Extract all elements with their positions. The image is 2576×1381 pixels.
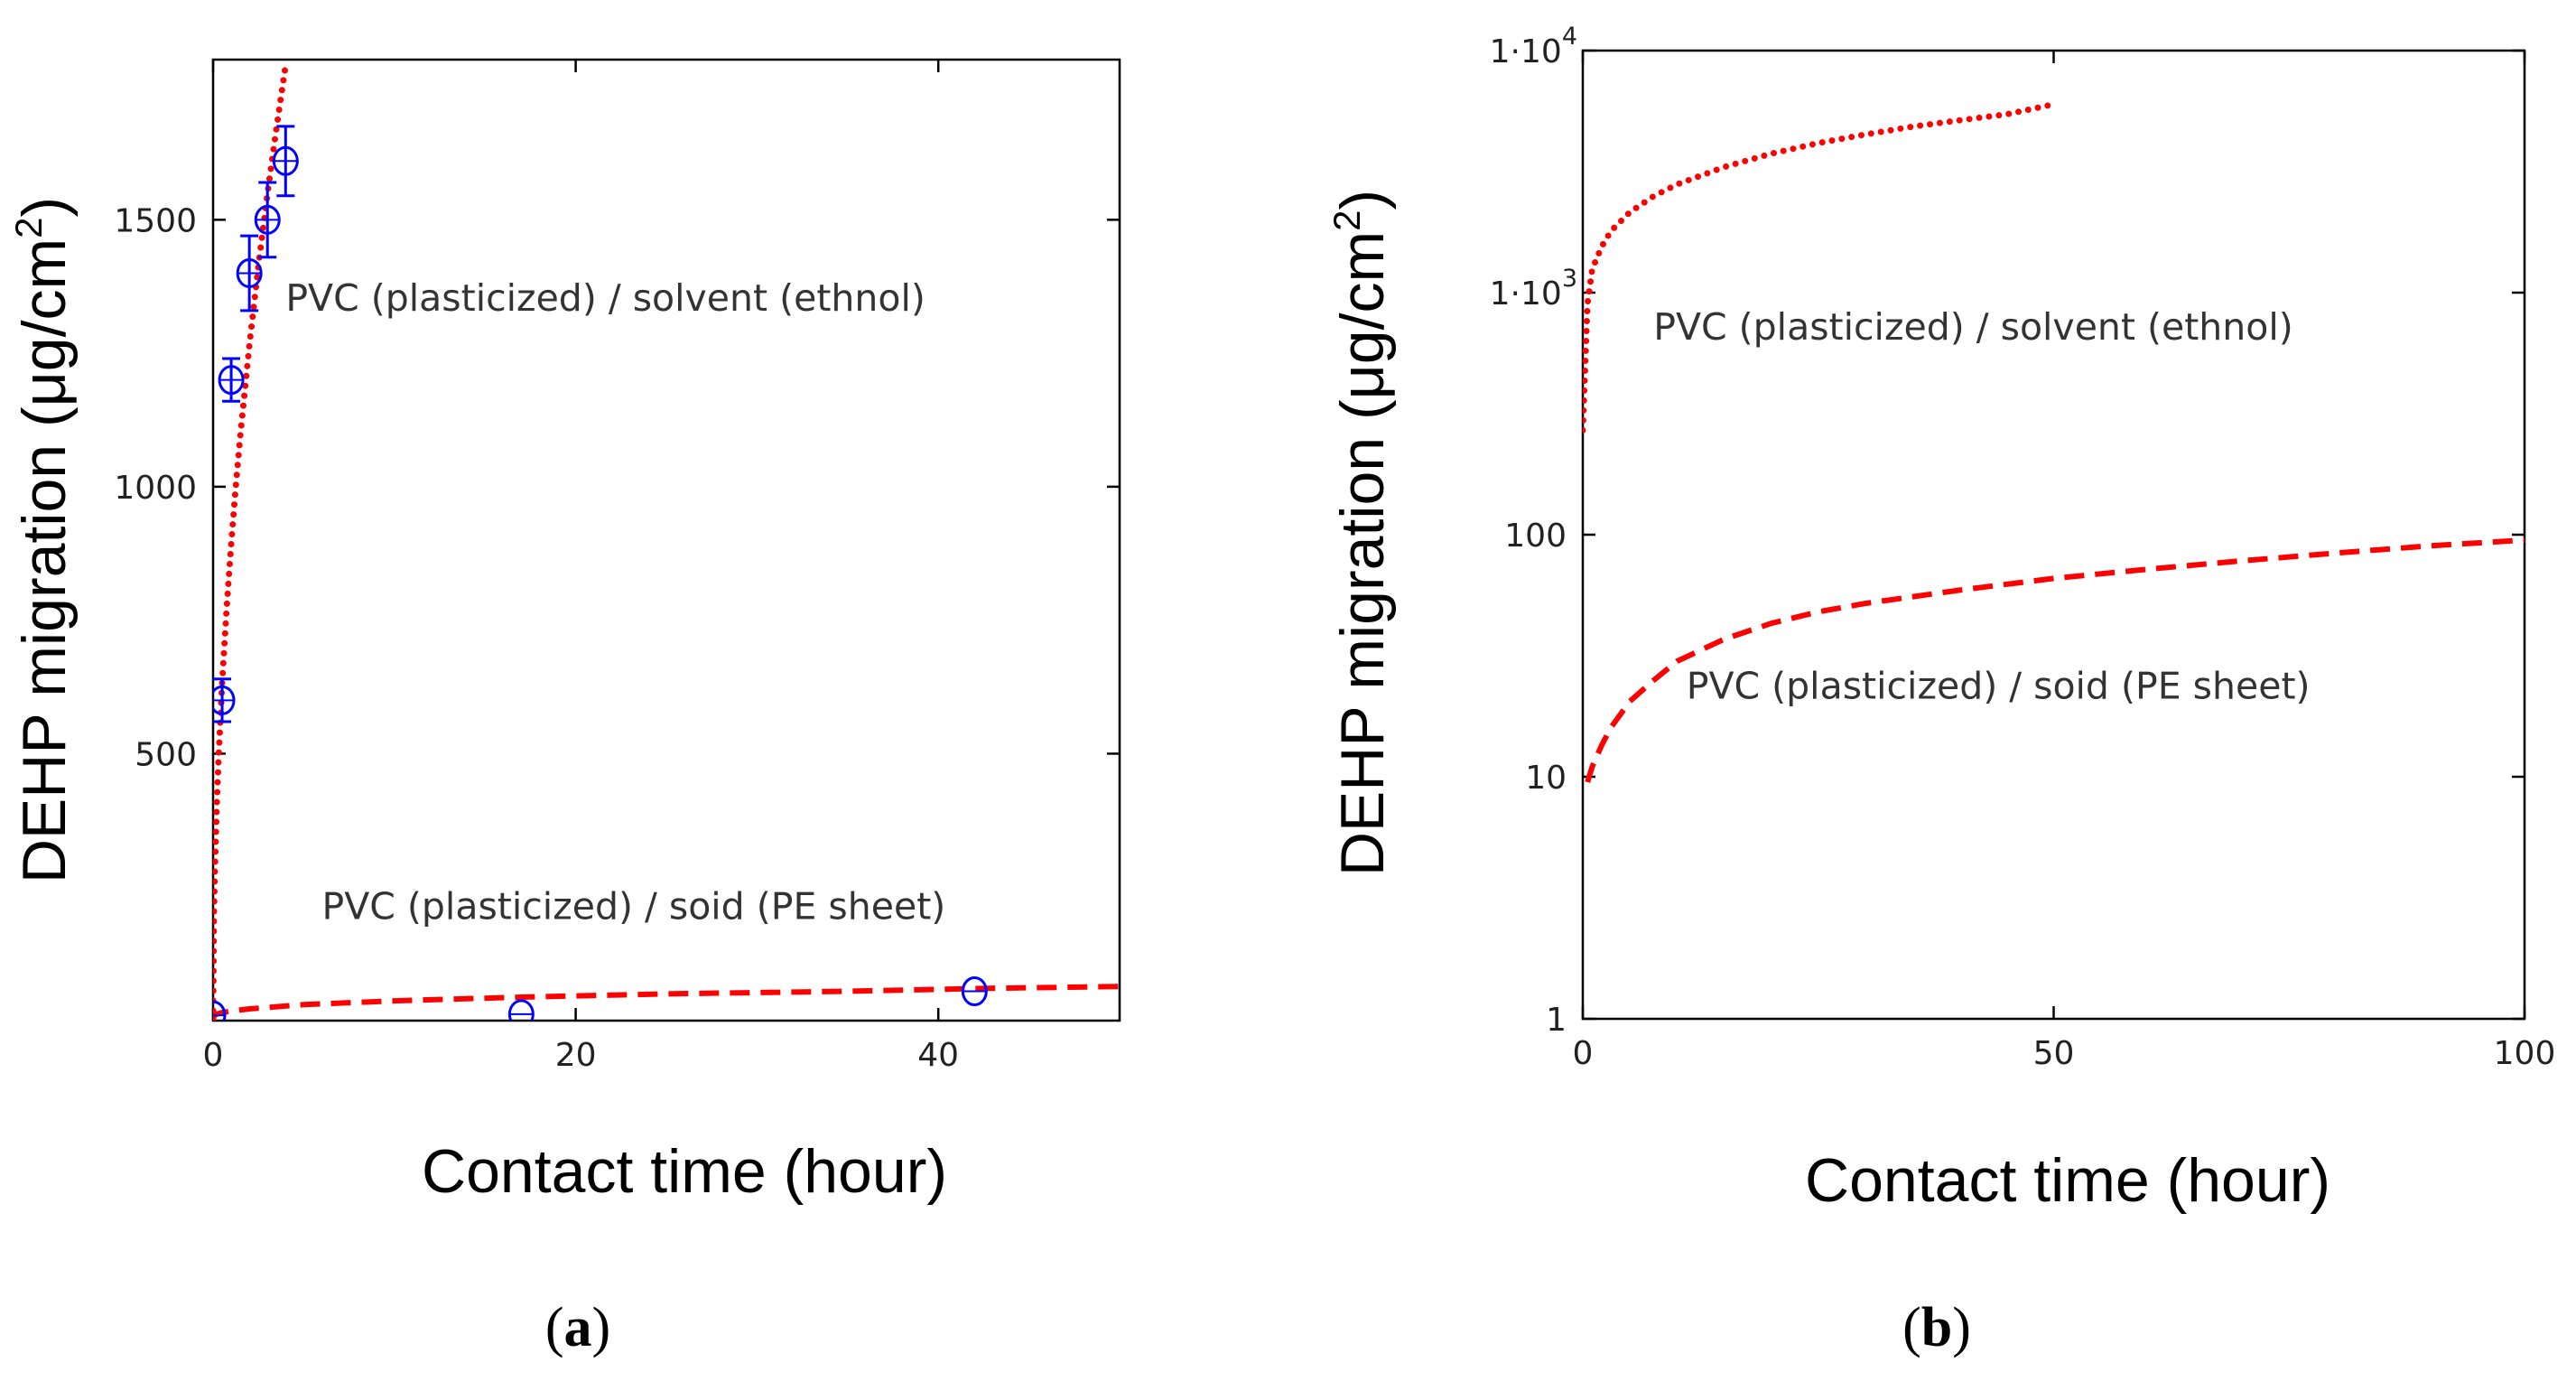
- annotation-label: PVC (plasticized) / soid (PE sheet): [321, 885, 945, 928]
- annotation-label: PVC (plasticized) / soid (PE sheet): [1687, 665, 2311, 708]
- panel-label-open: (: [545, 1297, 564, 1358]
- tick-marks: [211, 60, 1120, 1021]
- dashed-model-line: [1585, 537, 2525, 783]
- y-axis-title-text: DEHP migration (μg/cm: [10, 238, 79, 883]
- panel-a: 0 20 40 500 1000 1500 PVC (plasticized) / sol…: [7, 58, 1121, 1358]
- y-tick-label-exp: 3: [1562, 265, 1577, 293]
- panel-label-b: (b): [1902, 1297, 1971, 1358]
- plot-area-frame: [211, 58, 1121, 1022]
- y-tick-label-base: 1·10: [1490, 275, 1562, 313]
- x-tick-label: 50: [2033, 1035, 2075, 1072]
- panel-label-open: (: [1902, 1297, 1921, 1358]
- marker-series: [213, 125, 299, 723]
- y-tick-label-base: 1·10: [1490, 33, 1562, 70]
- y-axis-title-suffix: ): [1328, 190, 1397, 210]
- marker-series: [213, 975, 988, 1021]
- y-axis-title-sup: 2: [1325, 210, 1368, 230]
- y-axis-title-suffix: ): [10, 197, 79, 218]
- y-tick-label: 1·103: [1490, 265, 1577, 313]
- y-tick-label: 1000: [114, 470, 197, 507]
- x-axis-title: Contact time (hour): [422, 1137, 947, 1206]
- annotation-label: PVC (plasticized) / solvent (ethnol): [285, 276, 925, 320]
- series-group: [1583, 101, 2525, 783]
- plot-area-frame: [1581, 49, 2526, 1021]
- y-tick-label-base: 100: [1504, 518, 1567, 555]
- y-tick-label: 500: [135, 736, 197, 773]
- x-tick-label: 20: [555, 1037, 597, 1074]
- panel-label-close: ): [592, 1297, 611, 1358]
- y-tick-label: 100: [1504, 518, 1567, 555]
- x-tick-label: 40: [917, 1037, 959, 1074]
- y-tick-label: 1: [1546, 1002, 1567, 1039]
- y-tick-label-base: 1: [1546, 1002, 1567, 1039]
- panel-label-letter: a: [564, 1297, 592, 1358]
- panel-label-a: (a): [545, 1297, 610, 1358]
- y-tick-label: 1500: [114, 202, 197, 239]
- annotation-label: PVC (plasticized) / solvent (ethnol): [1653, 305, 2293, 349]
- x-axis-title: Contact time (hour): [1805, 1146, 2330, 1215]
- y-axis-title-text: DEHP migration (μg/cm: [1328, 231, 1397, 876]
- y-tick-label: 10: [1525, 760, 1567, 797]
- dotted-model-line: [1583, 101, 2057, 434]
- x-tick-label: 0: [1573, 1035, 1594, 1072]
- tick-marks: [1581, 49, 2526, 1021]
- y-axis-title-sup: 2: [7, 217, 50, 238]
- annotations: PVC (plasticized) / solvent (ethnol) PVC …: [1653, 305, 2310, 708]
- y-axis-title: DEHP migration (μg/cm2): [7, 197, 79, 883]
- annotations: PVC (plasticized) / solvent (ethnol) PVC …: [285, 276, 945, 928]
- x-tick-label: 100: [2494, 1035, 2556, 1072]
- y-tick-label-exp: 4: [1562, 23, 1577, 51]
- y-tick-label-base: 10: [1525, 760, 1567, 797]
- panel-label-close: ): [1952, 1297, 1971, 1358]
- y-axis-title: DEHP migration (μg/cm2): [1325, 190, 1397, 876]
- y-tick-label: 1·104: [1490, 23, 1577, 70]
- panel-label-letter: b: [1921, 1297, 1952, 1358]
- tick-labels: 0 20 40 500 1000 1500: [114, 202, 959, 1074]
- dotted-model-line: [213, 62, 289, 1021]
- series-group: [213, 62, 1120, 1021]
- x-tick-label: 0: [203, 1037, 224, 1074]
